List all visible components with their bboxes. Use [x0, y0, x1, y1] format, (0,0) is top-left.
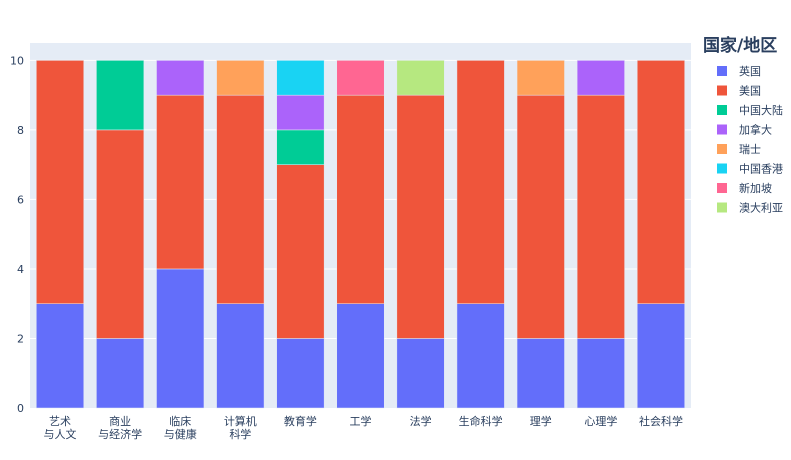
x-tick-label-line: 生命科学: [459, 414, 503, 428]
legend-swatch: [717, 124, 727, 135]
legend-label: 澳大利亚: [739, 201, 783, 215]
bar-segment: [156, 94, 205, 270]
x-tick-label: 理学: [530, 414, 552, 428]
bar-segment: [576, 94, 625, 339]
bar-segment: [96, 60, 145, 131]
bar-segment: [516, 338, 565, 409]
bar-segment: [96, 338, 145, 409]
x-tick-label: 工学: [350, 414, 372, 428]
legend-label: 加拿大: [739, 123, 772, 137]
x-tick-label-line: 商业: [109, 414, 131, 428]
bar-segment: [276, 338, 325, 409]
x-tick-label: 商业与经济学: [98, 414, 142, 441]
x-tick-label-line: 法学: [410, 414, 432, 428]
bar-segment: [396, 338, 445, 409]
bar-segment: [156, 268, 205, 409]
legend-swatch: [717, 66, 727, 76]
bar-segment: [336, 60, 385, 96]
y-axis-ticks: 0 2 4 6 8 10: [10, 54, 24, 415]
x-tick-label-line: 理学: [530, 414, 552, 428]
bar-segment: [396, 60, 445, 96]
bar-segment: [636, 303, 685, 409]
legend-label: 新加坡: [739, 181, 772, 195]
y-tick-label: 2: [17, 332, 24, 345]
y-tick-label: 6: [17, 193, 24, 206]
bar-segment: [576, 60, 625, 96]
bar-segment: [96, 129, 145, 339]
bar-segment: [396, 94, 445, 339]
bar-segment: [276, 129, 325, 165]
bar-segment: [216, 94, 265, 304]
bars: [36, 60, 685, 409]
legend-label: 瑞士: [739, 142, 761, 156]
x-tick-label: 心理学: [584, 414, 617, 428]
bar-segment: [216, 303, 265, 409]
x-tick-label-line: 艺术: [49, 415, 71, 428]
x-tick-label: 计算机科学: [224, 414, 257, 441]
bar-segment: [276, 60, 325, 96]
y-tick-label: 10: [10, 54, 24, 67]
legend-label: 英国: [739, 64, 761, 78]
x-tick-label: 艺术与人文: [44, 415, 77, 441]
x-tick-label: 教育学: [284, 414, 317, 428]
x-tick-label-line: 社会科学: [639, 414, 683, 428]
x-tick-label-line: 工学: [350, 414, 372, 428]
legend-swatch: [717, 85, 727, 96]
x-tick-label-line: 计算机: [224, 414, 257, 428]
x-tick-label: 临床与健康: [164, 414, 197, 441]
bar-segment: [456, 60, 505, 304]
bar-segment: [516, 94, 565, 339]
bar-segment: [576, 338, 625, 409]
y-tick-label: 8: [17, 124, 24, 137]
bar-segment: [336, 94, 385, 304]
x-tick-label-line: 科学: [229, 427, 251, 441]
bar-segment: [216, 60, 265, 96]
x-tick-label: 法学: [410, 414, 432, 428]
legend-swatch: [717, 163, 727, 174]
y-tick-label: 4: [17, 263, 24, 276]
bar-segment: [516, 60, 565, 96]
bar-segment: [36, 60, 85, 304]
bar-segment: [276, 94, 325, 131]
x-tick-label-line: 与健康: [164, 427, 197, 441]
x-tick-label-line: 与经济学: [98, 427, 142, 441]
x-tick-label-line: 教育学: [284, 414, 317, 428]
x-tick-label: 生命科学: [459, 414, 503, 428]
bar-segment: [336, 303, 385, 409]
bar-segment: [456, 303, 505, 409]
x-tick-label: 社会科学: [639, 414, 683, 428]
legend-label: 中国大陆: [739, 103, 783, 117]
legend-swatch: [717, 183, 727, 193]
bar-segment: [36, 303, 85, 409]
y-tick-label: 0: [17, 402, 24, 415]
legend-swatch: [717, 144, 727, 154]
x-tick-label-line: 心理学: [584, 414, 617, 428]
x-tick-label-line: 与人文: [44, 427, 77, 441]
x-tick-label-line: 临床: [169, 414, 191, 428]
legend-swatch: [717, 105, 727, 115]
bar-segment: [276, 164, 325, 339]
legend-label: 中国香港: [739, 163, 783, 176]
legend-title: 国家/地区: [703, 35, 777, 56]
bar-segment: [636, 60, 685, 304]
legend-swatch: [717, 202, 727, 213]
legend-label: 美国: [739, 85, 761, 98]
bar-segment: [156, 60, 205, 96]
